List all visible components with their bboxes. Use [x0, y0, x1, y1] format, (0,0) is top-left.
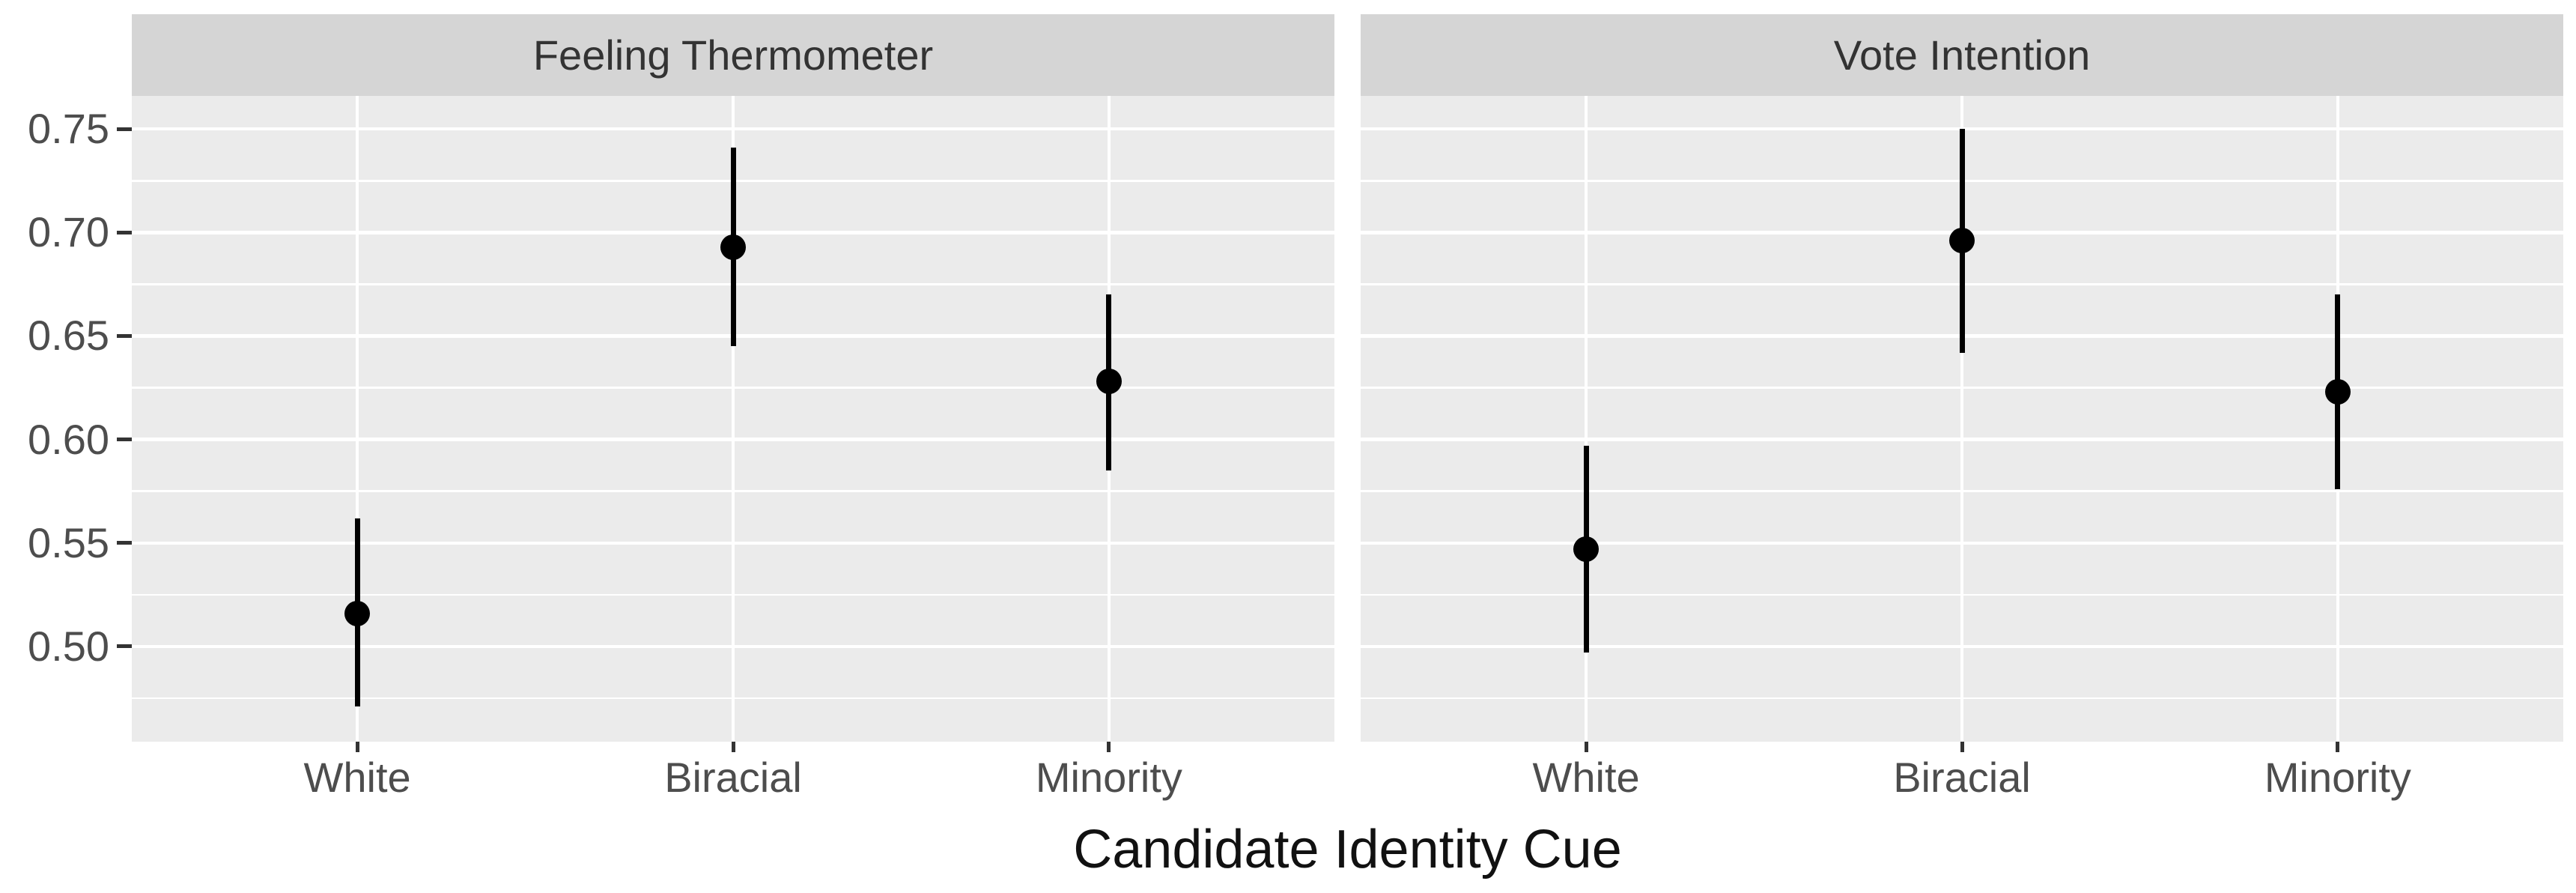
x-tick-mark [2336, 742, 2340, 752]
category-gridline [355, 96, 359, 742]
y-tick-label: 0.70 [28, 208, 109, 256]
facet-panel [132, 96, 1334, 742]
x-tick-mark [1960, 742, 1964, 752]
facet-strip: Feeling Thermometer [132, 14, 1334, 96]
x-tick-mark [731, 742, 735, 752]
y-tick-label: 0.75 [28, 105, 109, 153]
x-tick-label-minority: Minority [2264, 754, 2411, 801]
x-tick-label-white: White [303, 754, 411, 801]
x-axis-title: Candidate Identity Cue [1073, 820, 1622, 880]
category-gridline [1584, 96, 1588, 742]
x-tick-label-biracial: Biracial [664, 754, 802, 801]
point-estimate-white [344, 600, 371, 626]
category-gridline [731, 96, 735, 742]
point-estimate-biracial [720, 234, 746, 260]
point-estimate-minority [2324, 379, 2351, 405]
point-estimate-minority [1096, 369, 1122, 395]
x-tick-mark [355, 742, 359, 752]
y-tick-mark [117, 644, 132, 649]
y-tick-label: 0.60 [28, 415, 109, 463]
y-tick-label: 0.65 [28, 312, 109, 360]
x-tick-label-biracial: Biracial [1893, 754, 2031, 801]
y-tick-label: 0.50 [28, 622, 109, 670]
y-tick-mark [117, 333, 132, 338]
point-estimate-biracial [1949, 228, 1975, 254]
x-tick-label-minority: Minority [1035, 754, 1182, 801]
facet-strip: Vote Intention [1361, 14, 2563, 96]
x-tick-label-white: White [1532, 754, 1640, 801]
y-tick-mark [117, 438, 132, 442]
y-tick-mark [117, 230, 132, 234]
x-tick-mark [1107, 742, 1111, 752]
facet-panel [1361, 96, 2563, 742]
x-tick-mark [1584, 742, 1588, 752]
point-estimate-white [1573, 536, 1600, 563]
category-gridline [1960, 96, 1964, 742]
y-tick-mark [117, 127, 132, 131]
y-tick-label: 0.55 [28, 518, 109, 566]
y-tick-mark [117, 541, 132, 545]
